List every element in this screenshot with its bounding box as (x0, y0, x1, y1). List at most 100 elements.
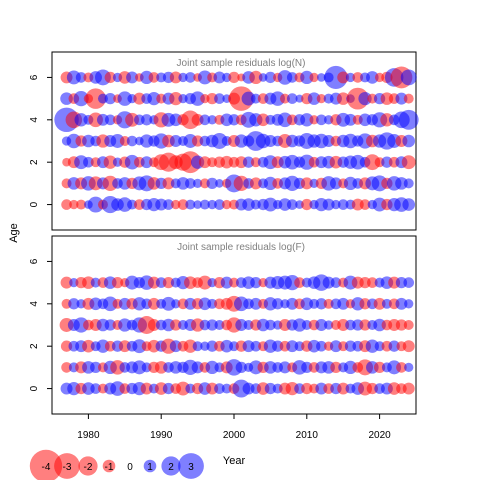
residual-bubble (215, 179, 224, 188)
residual-bubble (176, 381, 190, 396)
residual-bubble (104, 92, 116, 105)
residual-bubble (336, 92, 350, 105)
residual-bubble (198, 297, 212, 311)
residual-bubble (221, 383, 232, 394)
residual-bubble (147, 91, 161, 106)
residual-bubble (220, 276, 233, 289)
bubble-size-legend: -4 -3 -2 -1 0 1 2 3 (29, 449, 204, 480)
y-axis-label: Age (8, 223, 20, 243)
panel-log-f: Joint sample residuals log(F) 0 2 4 6 (29, 235, 417, 415)
residual-bubble (395, 92, 408, 105)
residual-bubble (265, 319, 276, 331)
residual-bubble (74, 113, 88, 127)
residual-bubble (381, 298, 392, 309)
residual-bubble (395, 297, 408, 310)
residual-bubble (278, 361, 291, 374)
residual-bubble (185, 199, 196, 210)
residual-bubble (398, 109, 419, 130)
panel-log-n-title: Joint sample residuals log(N) (177, 58, 306, 69)
residual-bubble (323, 298, 334, 309)
residual-bubble (83, 156, 94, 168)
residual-bubble (192, 341, 203, 352)
residual-bubble (161, 296, 176, 311)
legend-bubble (54, 453, 80, 479)
residual-bubble (286, 340, 299, 353)
residual-bubble (192, 178, 203, 189)
residual-bubble (171, 299, 181, 309)
residual-bubble (61, 199, 72, 210)
residual-bubble (241, 91, 256, 106)
residual-bubble (358, 91, 372, 106)
residual-bubble (127, 199, 138, 210)
residual-bubble (82, 276, 95, 289)
residual-bubble (220, 339, 234, 353)
residual-bubble (90, 361, 102, 374)
residual-bubble (329, 340, 342, 353)
residual-bubble (402, 134, 416, 148)
x-tick-label: 2010 (296, 430, 319, 441)
residual-bubble (214, 93, 225, 104)
residual-bubble (330, 277, 342, 288)
residual-bubble (331, 199, 341, 210)
residual-bubble (103, 155, 117, 169)
residual-bubble (199, 114, 211, 126)
residual-bubble (85, 88, 106, 109)
residual-bubble (279, 93, 290, 104)
residual-bubble (250, 157, 261, 168)
residual-bubble (403, 178, 414, 189)
residual-bubble (148, 72, 160, 83)
residual-bubble (228, 71, 240, 84)
residual-bubble (141, 114, 153, 126)
residual-bubble (214, 383, 225, 394)
residual-bubble (395, 177, 408, 190)
residual-bubble (359, 319, 371, 331)
residual-bubble (352, 72, 364, 83)
y-tick-label: 4 (29, 301, 40, 307)
residual-bubble (132, 339, 147, 354)
residual-bubble (344, 113, 357, 126)
residual-bubble (185, 178, 196, 189)
legend-bubble (178, 453, 204, 479)
legend-bubble (78, 456, 98, 476)
legend-label: 3 (188, 462, 194, 473)
residual-bubble (316, 340, 327, 352)
y-tick-label: 0 (29, 385, 40, 391)
x-axis-label: Year (223, 455, 246, 467)
legend-bubble (161, 456, 181, 476)
residual-bubble (307, 92, 321, 105)
residual-bubble (104, 71, 116, 84)
panel-log-n-y-axis: 0 2 4 6 (29, 74, 52, 207)
residual-bubble (264, 382, 277, 395)
residual-bubble (402, 340, 415, 353)
residual-bubble (206, 177, 218, 190)
residual-bubble (300, 113, 314, 127)
panel-log-f-title: Joint sample residuals log(F) (177, 242, 305, 253)
residual-bubble (309, 72, 319, 83)
residual-bubble (190, 91, 205, 106)
residual-bubble (82, 339, 95, 353)
residual-bubble (329, 177, 342, 190)
residual-bubble (87, 196, 104, 213)
residual-bubble (404, 362, 414, 373)
residual-bubble (73, 90, 89, 107)
residual-bubble (295, 94, 304, 103)
x-tick-label: 1980 (77, 430, 100, 441)
residual-bubble (169, 135, 182, 147)
residual-bubble (199, 199, 210, 210)
residual-bubble (75, 72, 87, 83)
residual-bubble (211, 133, 228, 149)
legend-label: -1 (105, 462, 114, 473)
residual-bubble (235, 361, 247, 374)
residual-bubble (315, 298, 327, 310)
residual-bubble (364, 154, 381, 171)
residual-bubble (345, 72, 356, 83)
residual-bubble (102, 296, 118, 312)
residual-bubble (214, 199, 225, 210)
residual-bubble (330, 361, 342, 374)
residual-bubble (401, 155, 416, 170)
residual-bubble (198, 156, 211, 169)
residual-bubble (272, 298, 284, 310)
residual-bubble (294, 277, 305, 288)
residual-bubble (292, 318, 307, 332)
